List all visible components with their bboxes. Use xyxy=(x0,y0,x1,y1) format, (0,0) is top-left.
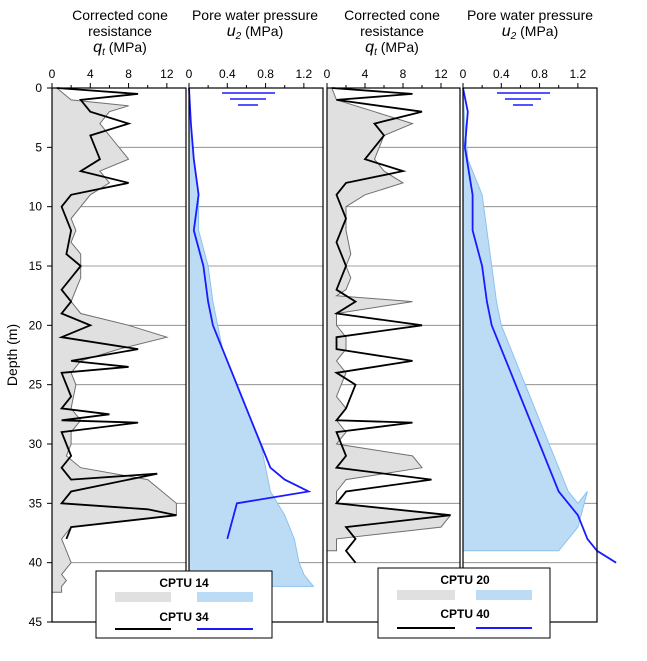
panel-title-line-1: resistance xyxy=(360,23,424,39)
panel-x-axis-label: u2 (MPa) xyxy=(502,23,558,42)
y-tick-label: 10 xyxy=(29,200,43,214)
x-tick-label: 4 xyxy=(362,67,369,81)
y-tick-label: 20 xyxy=(29,318,43,332)
legend-right: CPTU 20 CPTU 40 xyxy=(377,567,551,639)
x-tick-label: 0.4 xyxy=(493,67,510,81)
water-table-marker-left xyxy=(222,92,275,106)
x-tick-label: 0.4 xyxy=(219,67,236,81)
x-tick-label: 0 xyxy=(49,67,56,81)
x-tick-label: 1.2 xyxy=(570,67,587,81)
legend-right-entry-a: CPTU 20 xyxy=(440,573,490,587)
y-tick-label: 25 xyxy=(29,378,43,392)
x-tick-label: 0 xyxy=(324,67,331,81)
water-table-marker-right xyxy=(497,92,550,106)
series-cptu-20-area xyxy=(326,87,452,552)
panel-x-axis-label: qt (MPa) xyxy=(93,39,147,58)
y-tick-label: 40 xyxy=(29,556,43,570)
x-tick-label: 4 xyxy=(87,67,94,81)
y-tick-label: 45 xyxy=(29,615,43,629)
legend-right-swatch-a-q xyxy=(397,590,455,600)
series-cptu-14-area xyxy=(188,87,315,587)
panel-title-line-0: Corrected cone xyxy=(344,7,440,23)
y-tick-label: 30 xyxy=(29,437,43,451)
series-cptu-40-line xyxy=(331,87,451,564)
x-tick-label: 12 xyxy=(160,67,174,81)
legend-left-swatch-a-q xyxy=(115,592,171,602)
panel-title-line-0: Corrected cone xyxy=(72,7,168,23)
legend-right-entry-b: CPTU 40 xyxy=(440,607,490,621)
x-tick-label: 0.8 xyxy=(531,67,548,81)
legend-left-swatch-a-u xyxy=(197,592,253,602)
y-tick-label: 5 xyxy=(35,140,42,154)
series-cptu-40-line xyxy=(462,87,617,564)
x-tick-label: 12 xyxy=(434,67,448,81)
x-tick-label: 0.8 xyxy=(257,67,274,81)
legend-right-swatch-a-u xyxy=(476,590,532,600)
x-tick-label: 1.2 xyxy=(296,67,313,81)
series-cptu-34-line xyxy=(188,87,312,540)
x-tick-label: 0 xyxy=(186,67,193,81)
series-cptu-20-area xyxy=(462,87,588,552)
x-tick-label: 8 xyxy=(400,67,407,81)
y-tick-label: 35 xyxy=(29,496,43,510)
series-cptu-34-line xyxy=(56,87,177,540)
y-axis-label: Depth (m) xyxy=(4,324,20,386)
panel-title-line-0: Pore water pressure xyxy=(192,7,318,23)
panel-x-axis-label: u2 (MPa) xyxy=(227,23,283,42)
x-tick-label: 8 xyxy=(125,67,132,81)
y-tick-label: 0 xyxy=(35,81,42,95)
panel-title-line-0: Pore water pressure xyxy=(467,7,593,23)
legend-left: CPTU 14 CPTU 34 xyxy=(95,570,273,639)
x-tick-label: 0 xyxy=(460,67,467,81)
panel-x-axis-label: qt (MPa) xyxy=(365,39,419,58)
panel-title-line-1: resistance xyxy=(88,23,152,39)
series-cptu-14-area xyxy=(51,87,177,593)
legend-left-entry-b: CPTU 34 xyxy=(159,610,209,624)
y-tick-label: 15 xyxy=(29,259,43,273)
legend-left-entry-a: CPTU 14 xyxy=(159,576,209,590)
